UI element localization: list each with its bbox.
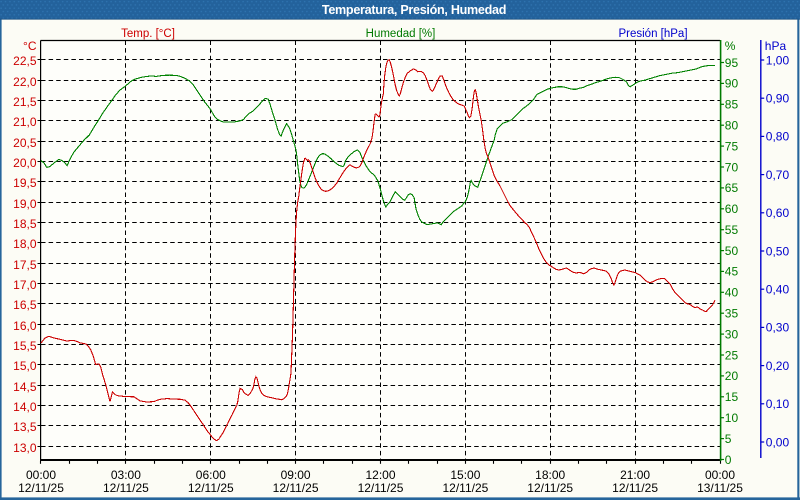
svg-text:21,0: 21,0 <box>13 115 37 129</box>
svg-text:0,00: 0,00 <box>766 435 790 449</box>
svg-text:Presión [hPa]: Presión [hPa] <box>618 28 687 40</box>
svg-text:25: 25 <box>725 348 739 362</box>
svg-text:10: 10 <box>725 411 739 425</box>
svg-text:18,5: 18,5 <box>13 217 37 231</box>
svg-text:°C: °C <box>23 39 37 53</box>
svg-text:19,0: 19,0 <box>13 197 37 211</box>
svg-text:45: 45 <box>725 265 739 279</box>
svg-text:13,0: 13,0 <box>13 441 37 455</box>
svg-text:5: 5 <box>725 432 732 446</box>
svg-text:0,50: 0,50 <box>766 244 790 258</box>
svg-text:13,5: 13,5 <box>13 420 37 434</box>
svg-text:65: 65 <box>725 181 739 195</box>
svg-text:03:00: 03:00 <box>111 468 141 482</box>
svg-text:17,5: 17,5 <box>13 258 37 272</box>
svg-text:70: 70 <box>725 160 739 174</box>
svg-text:0,10: 0,10 <box>766 397 790 411</box>
svg-text:06:00: 06:00 <box>196 468 226 482</box>
svg-text:55: 55 <box>725 223 739 237</box>
svg-text:50: 50 <box>725 244 739 258</box>
svg-text:17,0: 17,0 <box>13 278 37 292</box>
svg-text:00:00: 00:00 <box>26 468 56 482</box>
svg-text:20,0: 20,0 <box>13 156 37 170</box>
svg-text:18:00: 18:00 <box>535 468 565 482</box>
svg-text:14,5: 14,5 <box>13 380 37 394</box>
svg-text:18,0: 18,0 <box>13 237 37 251</box>
svg-text:14,0: 14,0 <box>13 400 37 414</box>
svg-text:60: 60 <box>725 202 739 216</box>
svg-text:Humedad [%]: Humedad [%] <box>366 28 436 40</box>
svg-text:09:00: 09:00 <box>281 468 311 482</box>
svg-text:0,60: 0,60 <box>766 206 790 220</box>
svg-text:12/11/25: 12/11/25 <box>442 481 488 495</box>
svg-text:Temp. [°C]: Temp. [°C] <box>121 28 175 40</box>
svg-text:95: 95 <box>725 56 739 70</box>
svg-text:0: 0 <box>725 453 732 467</box>
svg-text:12/11/25: 12/11/25 <box>188 481 234 495</box>
svg-text:20,5: 20,5 <box>13 136 37 150</box>
svg-text:16,0: 16,0 <box>13 319 37 333</box>
svg-text:12/11/25: 12/11/25 <box>358 481 404 495</box>
svg-text:90: 90 <box>725 77 739 91</box>
svg-text:Temperatura, Presión, Humedad: Temperatura, Presión, Humedad <box>322 3 506 17</box>
svg-text:12/11/25: 12/11/25 <box>273 481 319 495</box>
svg-text:16,5: 16,5 <box>13 298 37 312</box>
svg-text:12/11/25: 12/11/25 <box>612 481 658 495</box>
svg-text:35: 35 <box>725 307 739 321</box>
svg-text:%: % <box>725 39 736 53</box>
svg-text:0,90: 0,90 <box>766 92 790 106</box>
svg-text:hPa: hPa <box>765 39 787 53</box>
svg-text:12:00: 12:00 <box>365 468 395 482</box>
svg-text:0,80: 0,80 <box>766 130 790 144</box>
svg-text:80: 80 <box>725 119 739 133</box>
svg-text:21,5: 21,5 <box>13 95 37 109</box>
svg-text:85: 85 <box>725 98 739 112</box>
svg-text:30: 30 <box>725 327 739 341</box>
svg-text:21:00: 21:00 <box>620 468 650 482</box>
svg-text:13/11/25: 13/11/25 <box>697 481 743 495</box>
svg-text:75: 75 <box>725 139 739 153</box>
svg-text:12/11/25: 12/11/25 <box>18 481 64 495</box>
svg-text:40: 40 <box>725 286 739 300</box>
svg-text:15: 15 <box>725 390 739 404</box>
svg-text:19,5: 19,5 <box>13 176 37 190</box>
svg-text:15:00: 15:00 <box>450 468 480 482</box>
svg-text:0,40: 0,40 <box>766 283 790 297</box>
svg-text:12/11/25: 12/11/25 <box>527 481 573 495</box>
svg-text:22,0: 22,0 <box>13 75 37 89</box>
svg-text:0,30: 0,30 <box>766 321 790 335</box>
svg-text:15,5: 15,5 <box>13 339 37 353</box>
svg-text:0,20: 0,20 <box>766 359 790 373</box>
svg-text:1,00: 1,00 <box>766 53 790 67</box>
svg-text:22,5: 22,5 <box>13 54 37 68</box>
svg-text:0,70: 0,70 <box>766 168 790 182</box>
svg-text:15,0: 15,0 <box>13 359 37 373</box>
svg-text:20: 20 <box>725 369 739 383</box>
svg-text:12/11/25: 12/11/25 <box>103 481 149 495</box>
svg-text:00:00: 00:00 <box>705 468 735 482</box>
